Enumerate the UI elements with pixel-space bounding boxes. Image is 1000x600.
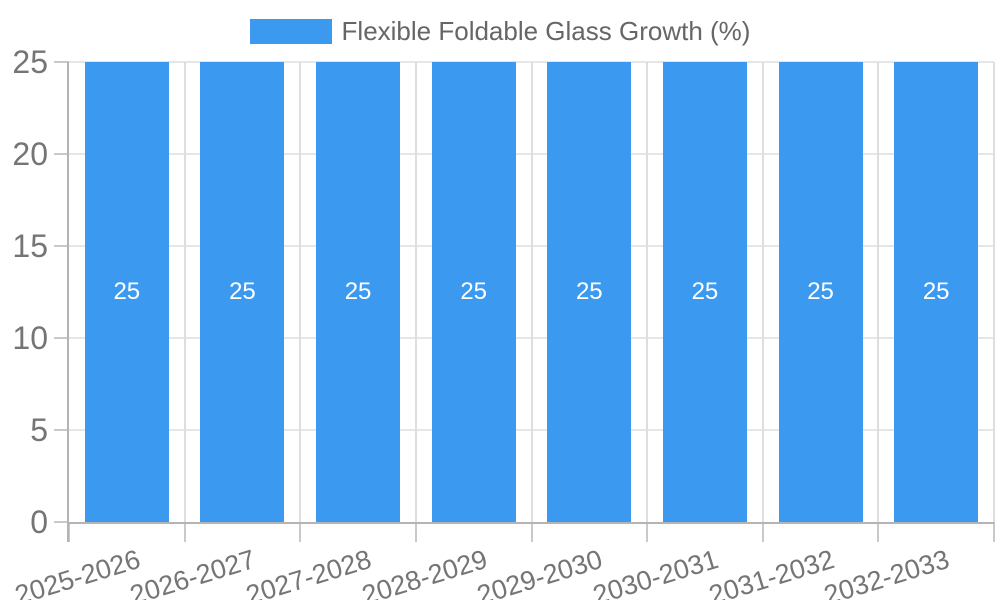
x-gridline	[761, 62, 764, 522]
x-gridline	[993, 62, 995, 522]
x-axis-tick	[761, 522, 764, 542]
y-axis-tick	[54, 521, 69, 523]
x-gridline	[183, 62, 186, 522]
x-axis-tick	[530, 522, 533, 542]
y-axis-tick-label: 0	[30, 504, 48, 540]
x-axis-tick	[414, 522, 417, 542]
x-axis-tick	[68, 522, 70, 542]
bar[interactable]	[894, 62, 979, 522]
y-axis-tick	[54, 245, 69, 247]
bar[interactable]	[431, 62, 516, 522]
chart-legend: Flexible Foldable Glass Growth (%)	[0, 16, 1000, 46]
bar-value-label: 25	[113, 278, 141, 305]
y-axis-tick-label: 10	[12, 320, 48, 356]
y-axis-tick-label: 25	[12, 44, 48, 80]
y-axis-tick	[54, 429, 69, 431]
bar[interactable]	[200, 62, 285, 522]
y-axis-tick	[54, 153, 69, 155]
bar-value-label: 25	[807, 278, 834, 305]
legend-item[interactable]: Flexible Foldable Glass Growth (%)	[249, 16, 751, 46]
x-gridline	[646, 62, 649, 522]
y-axis-line	[67, 62, 69, 542]
bar[interactable]	[547, 62, 632, 522]
y-axis-tick-label: 15	[12, 228, 48, 264]
bar[interactable]	[662, 62, 747, 522]
y-axis-tick	[54, 337, 69, 339]
x-gridline	[299, 62, 302, 522]
y-axis-tick-label: 20	[12, 136, 48, 172]
y-axis-tick-label: 5	[30, 412, 48, 448]
legend-swatch	[249, 18, 332, 44]
bar-value-label: 25	[344, 278, 372, 305]
bar[interactable]	[316, 62, 401, 522]
x-axis-tick	[993, 522, 995, 542]
bar-value-label: 25	[575, 278, 603, 305]
x-gridline	[877, 62, 880, 522]
bar[interactable]	[778, 62, 863, 522]
x-axis-line	[67, 522, 994, 524]
bar-value-label: 25	[229, 278, 256, 305]
x-axis-tick	[646, 522, 649, 542]
bar[interactable]	[84, 62, 169, 522]
x-axis-tick	[877, 522, 880, 542]
bar-value-label: 25	[691, 278, 719, 305]
x-gridline	[530, 62, 533, 522]
x-axis-tick	[299, 522, 302, 542]
bar-value-label: 25	[922, 278, 950, 305]
bar-value-label: 25	[460, 278, 488, 305]
legend-label: Flexible Foldable Glass Growth (%)	[341, 16, 751, 46]
x-axis-tick	[183, 522, 186, 542]
y-axis-tick	[54, 61, 69, 63]
x-gridline	[414, 62, 417, 522]
